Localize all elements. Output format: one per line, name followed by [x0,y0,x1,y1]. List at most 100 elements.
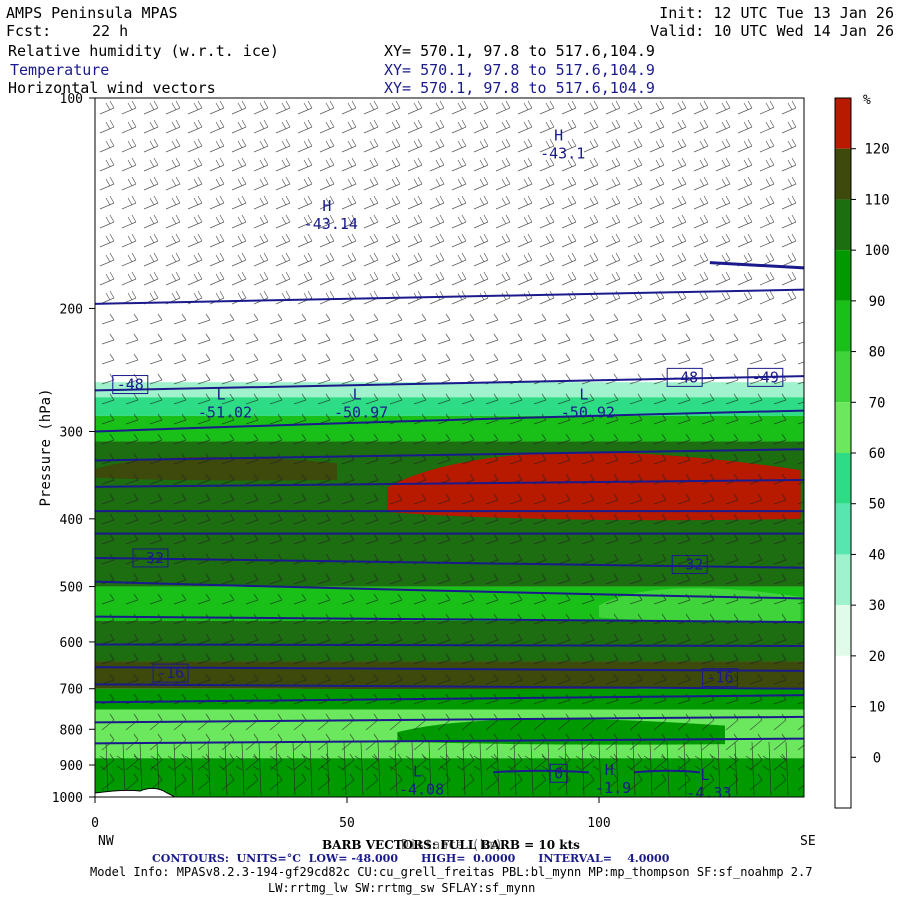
contour-label-box [666,367,703,387]
colorbar-label: 70 [869,395,886,411]
extremum-mark: H [554,126,563,144]
forecast-hours: 22 h [92,22,129,40]
extremum-value: -43.14 [304,215,358,233]
extremum-mark: L [413,763,422,781]
extremum-mark: H [605,761,614,779]
contour-label-box [549,763,568,783]
temperature-contour [95,666,804,672]
extremum-value: -1.9 [595,779,631,797]
colorbar-label: 80 [869,345,886,361]
colorbar-segment [835,554,851,606]
temperature-contour [95,615,804,624]
surface-wind-barbs [99,741,789,796]
colorbar-label: 10 [869,700,886,716]
y-tick-label: 900 [60,759,83,774]
colorbar-segment [835,98,851,149]
contour-label: -32 [676,556,703,574]
terrain-layer [95,787,176,797]
colorbar-label: 110 [864,192,889,208]
colorbar-label: 50 [869,497,886,513]
temperature-contour [709,261,804,270]
temperature-contour [95,92,804,95]
colorbar-segment [835,655,851,707]
contour-label-box [747,367,784,387]
colorbar-segment [835,706,851,758]
init-time: Init: 12 UTC Tue 13 Jan 26 [659,4,894,22]
colorbar-segment [835,148,851,200]
contour-label-box [132,548,169,568]
y-tick-label: 400 [60,513,83,528]
temperature-contour [95,448,804,462]
field-rh-name: Relative humidity (w.r.t. ice) [8,42,279,60]
extremum-value: -50.92 [561,404,615,422]
wind-barb-layer [99,100,804,796]
extremum-value: -4.08 [399,781,444,799]
field-rh-xy: XY= 570.1, 97.8 to 517.6,104.9 [384,42,655,60]
colorbar-label: 40 [869,547,886,563]
y-tick-label: 700 [60,683,83,698]
y-tick-label: 1000 [52,791,83,806]
extremum-mark: H [322,197,331,215]
colorbar-segment [835,351,851,403]
contour-label: -49 [752,368,779,386]
extremum-value: -50.97 [334,404,388,422]
temperature-contour [95,479,804,488]
rh-patch [95,456,337,481]
extremum-value: -43.1 [540,144,585,162]
y-tick-label: 100 [60,92,83,107]
plot-frame [94,97,805,798]
contour-label-layer: -48 -48 -49-32 -32-16 -160H-43.1H-43.14L-51.… [112,126,784,802]
rh-fill-layer [95,98,804,797]
y-tick-label: 800 [60,723,83,738]
x-tick-label: 50 [339,816,355,831]
field-wind-name: Horizontal wind vectors [8,79,216,97]
extremum-value: -51.02 [198,404,252,422]
colorbar-label: 20 [869,649,886,665]
field-temp-xy: XY= 570.1, 97.8 to 517.6,104.9 [384,61,655,79]
model-title: AMPS Peninsula MPAS [6,4,178,22]
colorbar-segment [835,605,851,656]
model-info: Model Info: MPASv8.2.3-194-gf29cd82c CU:… [90,865,813,879]
contour-label: -48 [117,376,144,394]
colorbar-segment [835,453,851,504]
contour-label-box [671,555,708,575]
rh-band [95,620,804,662]
temperature-contour-layer [95,92,804,774]
colorbar-label: 100 [864,243,889,259]
y-tick-label: 500 [60,581,83,596]
temperature-contour [95,556,804,569]
temperature-contour [95,580,804,600]
rh-patch [397,718,725,745]
right-end-label: SE [800,834,816,849]
extremum-mark: L [216,386,225,404]
colorbar-label: 30 [869,598,886,614]
colorbar-label: 120 [864,142,889,158]
contour-label: -16 [157,664,184,682]
zero-contour [493,769,700,774]
forecast-label: Fcst: [6,22,52,40]
colorbar-segment [835,199,851,251]
axes-layer: 100 200 300 400 500 600 700 800 900 1000 0 50 100 Pre… [38,92,816,853]
temperature-contour [95,694,804,704]
temperature-contour [95,643,804,647]
y-tick-label: 600 [60,636,83,651]
x-axis-title: Distance (km) [401,838,503,853]
temperature-contour [95,715,804,724]
colorbar-segment [835,250,851,301]
colorbar-segment [835,503,851,555]
temperature-contour [95,737,804,745]
contour-label-box [152,663,189,683]
colorbar-label: 90 [869,294,886,310]
temperature-contour [95,375,804,392]
barb-legend: BARB VECTORS: FULL BARB = 10 kts [322,838,580,852]
colorbar-segment [835,757,851,808]
valid-time: Valid: 10 UTC Wed 14 Jan 26 [650,22,894,40]
wind-barbs [99,100,804,791]
field-temp-name: Temperature [10,61,110,79]
contour-label: -16 [706,669,733,687]
x-tick-label: 0 [91,816,99,831]
extremum-value: -4.33 [686,784,731,802]
terrain [95,787,176,797]
contour-label: -48 [671,368,698,386]
colorbar-label: 0 [873,750,881,766]
